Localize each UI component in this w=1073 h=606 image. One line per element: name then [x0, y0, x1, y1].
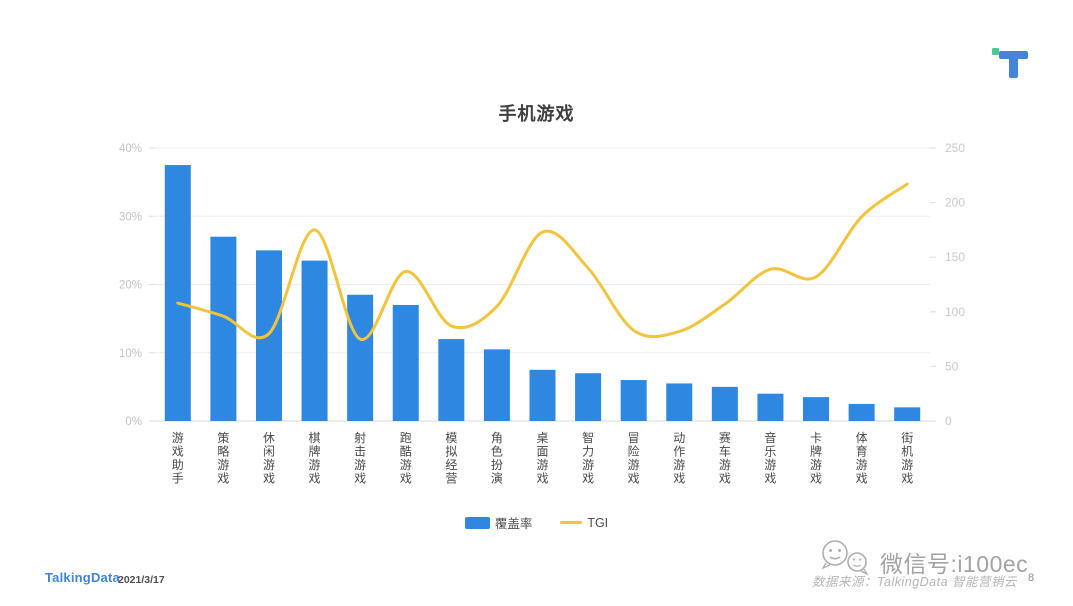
wechat-icon — [821, 540, 869, 576]
data-source-note: 数据来源：TalkingData 智能营销云 — [812, 575, 1018, 589]
x-axis-label: 桌面游戏 — [536, 431, 548, 486]
x-axis-label: 智力游戏 — [582, 430, 594, 486]
coverage-bar — [483, 349, 510, 421]
x-axis-label: 跑酷游戏 — [400, 431, 412, 486]
coverage-bar — [392, 304, 419, 421]
coverage-bar — [620, 380, 647, 421]
page-number: 8 — [1028, 572, 1035, 584]
right-axis-label: 200 — [945, 196, 965, 210]
x-axis-label: 游戏助手 — [172, 431, 184, 486]
coverage-bar — [757, 393, 784, 421]
legend-coverage-label: 覆盖率 — [494, 517, 533, 531]
chart-title: 手机游戏 — [498, 104, 575, 124]
coverage-bar — [666, 383, 693, 421]
tgi-line — [176, 182, 909, 341]
x-axis-label: 卡牌游戏 — [810, 431, 822, 486]
right-axis-label: 0 — [945, 414, 952, 428]
legend-bar-swatch — [464, 516, 490, 529]
x-axis-label: 角色扮演 — [491, 431, 503, 486]
x-axis-label: 街机游戏 — [901, 431, 913, 486]
x-axis-label: 模拟经营 — [445, 431, 457, 486]
logo-green-square — [992, 48, 999, 55]
legend-item-coverage: 覆盖率 — [464, 513, 533, 532]
coverage-bar — [894, 407, 921, 421]
legend-tgi-label: TGI — [587, 515, 609, 530]
left-axis-label: 20% — [119, 280, 142, 292]
right-axis-label: 150 — [945, 250, 965, 264]
right-axis-label: 50 — [945, 359, 959, 373]
coverage-bar — [711, 386, 738, 421]
chart-legend: 覆盖率 TGI — [0, 513, 1073, 532]
logo-t-vertical — [1009, 51, 1018, 78]
x-axis-label: 休闲游戏 — [263, 431, 275, 486]
x-axis-label: 体育游戏 — [856, 431, 868, 486]
left-axis-label: 0% — [125, 416, 142, 428]
legend-line-swatch — [560, 521, 583, 524]
x-axis-label: 赛车游戏 — [719, 430, 731, 486]
coverage-bar — [347, 294, 374, 421]
watermark-wechat-id: 微信号:i100ec — [880, 551, 1029, 577]
legend-item-tgi: TGI — [560, 516, 608, 530]
x-axis-label: 射击游戏 — [354, 430, 366, 486]
left-axis-label: 40% — [119, 143, 142, 155]
x-axis-label: 动作游戏 — [673, 431, 685, 486]
coverage-bar — [575, 373, 602, 421]
left-axis-label: 30% — [119, 211, 142, 223]
coverage-bar — [529, 369, 556, 421]
x-axis-label: 棋牌游戏 — [309, 431, 321, 486]
x-axis-label: 冒险游戏 — [628, 431, 640, 486]
coverage-bar — [255, 250, 282, 421]
talkingdata-logo-icon — [992, 45, 1030, 79]
coverage-bar — [210, 236, 237, 421]
left-axis-label: 10% — [119, 348, 142, 360]
footer-date: 2021/3/17 — [118, 574, 165, 586]
footer-talkingdata-wordmark: TalkingData — [45, 570, 120, 585]
right-axis-label: 100 — [945, 305, 965, 319]
coverage-bar — [438, 339, 465, 421]
x-axis-label: 策略游戏 — [217, 431, 229, 486]
coverage-bar — [803, 397, 830, 421]
coverage-bar — [848, 403, 875, 421]
coverage-bar — [301, 260, 328, 421]
right-axis-label: 250 — [945, 141, 965, 155]
x-axis-label: 音乐游戏 — [764, 430, 776, 486]
coverage-bar — [164, 165, 191, 421]
